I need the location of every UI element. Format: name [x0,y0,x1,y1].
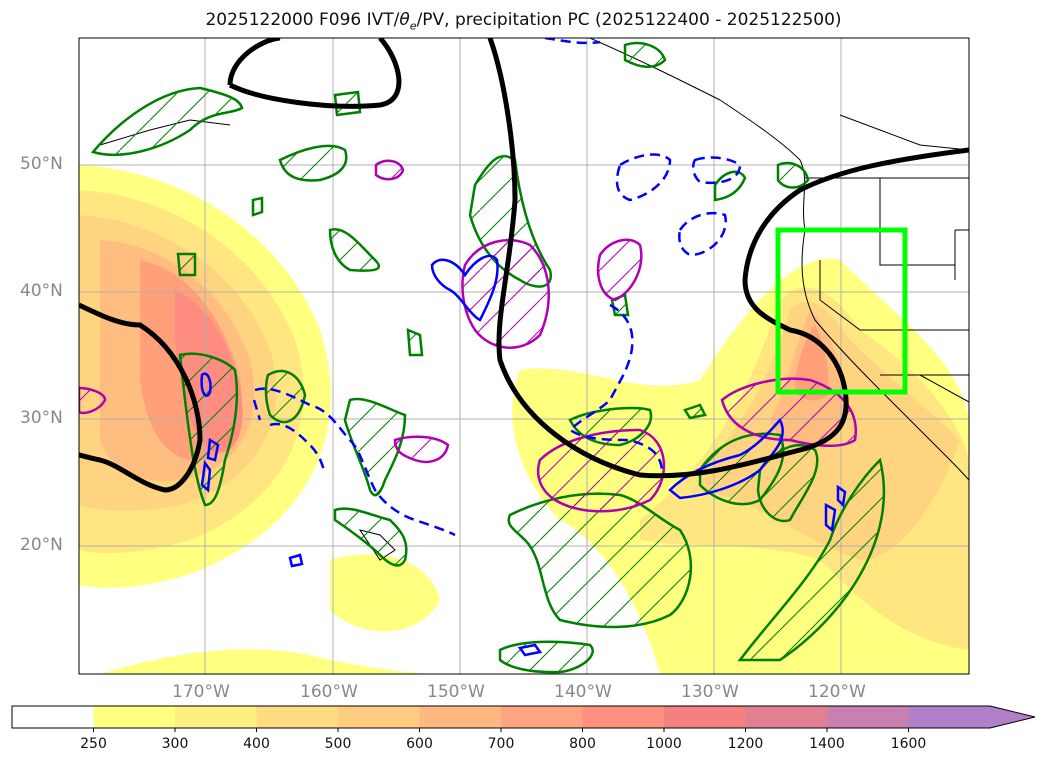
colorbar-tick-label: 1000 [646,736,682,752]
lon-label-130w: 130°W [681,682,739,702]
colorbar-tick-label: 500 [324,736,352,752]
colorbar-segment [501,706,583,728]
colorbar-tick-label: 700 [487,736,515,752]
colorbar-tick-label: 600 [406,736,433,752]
colorbar-tick-label: 400 [243,736,270,752]
colorbar-segment [256,706,339,728]
colorbar-segment [338,706,420,728]
colorbar-outline [11,705,1036,729]
lon-label-140w: 140°W [554,682,612,702]
colorbar-segment [745,706,828,728]
lat-label-50n: 50°N [20,154,63,174]
colorbar-segment-under [12,706,94,728]
target-box [775,227,908,395]
theta-e-dashed [252,38,742,537]
lon-label-170w: 170°W [172,682,230,702]
lat-label-40n: 40°N [20,281,63,301]
pv-contours [79,38,969,493]
lon-label-150w: 150°W [427,682,485,702]
colorbar-segment [582,706,665,728]
colorbar-segment [93,706,176,728]
map-area [79,38,969,674]
colorbar-segment [419,706,502,728]
colorbar-tick-label: 800 [569,736,596,752]
lat-label-20n: 20°N [20,535,63,555]
colorbar-extend-arrow [908,706,1035,728]
map-title: 2025122000 F096 IVT/θe/PV, precipitation… [205,10,842,33]
theta-e-solid [200,254,847,657]
colorbar [11,705,1036,732]
colorbar-segment [827,706,909,728]
colorbar-tick-label: 250 [80,736,107,752]
colorbar-tick-label: 300 [161,736,189,752]
lon-label-120w: 120°W [808,682,866,702]
colorbar-tick-label: 1400 [809,736,845,752]
colorbar-tick-label: 1200 [727,736,764,752]
colorbar-segment [664,706,746,728]
map-frame [78,37,970,675]
lon-label-160w: 160°W [300,682,358,702]
colorbar-segment [175,706,257,728]
lat-label-30n: 30°N [20,408,63,428]
colorbar-tick-label: 1600 [890,736,927,752]
ivt-plume-south [100,554,440,674]
